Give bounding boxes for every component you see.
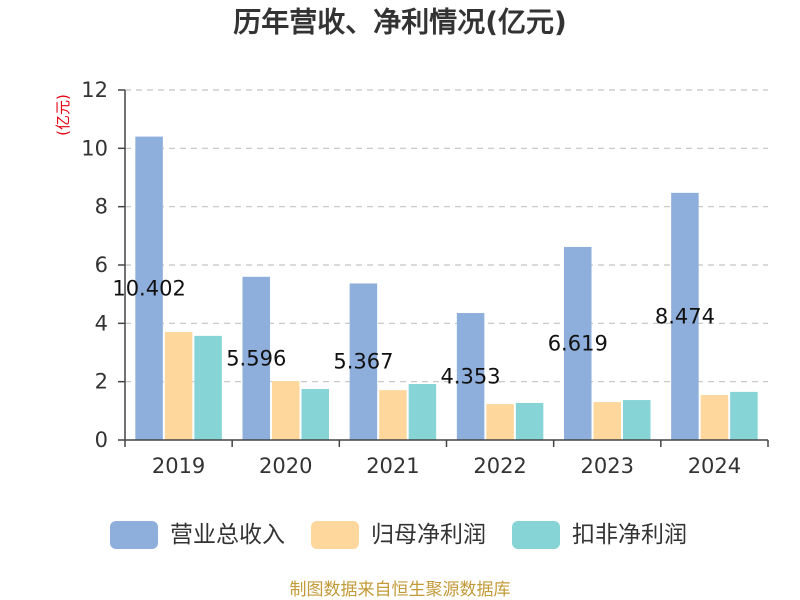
bar-parent-net-profit-2021 [379,390,407,440]
y-tick-label: 0 [95,428,108,452]
bar-parent-net-profit-2022 [486,404,514,440]
x-tick-label-2022: 2022 [473,454,526,478]
legend-swatch [512,521,560,549]
bar-parent-net-profit-2023 [594,402,622,440]
bar-parent-net-profit-2020 [272,381,300,440]
data-label-revenue-2023: 6.619 [548,331,608,355]
data-label-revenue-2022: 4.353 [441,365,501,389]
y-tick-label: 2 [95,370,108,394]
legend-item-revenue: 营业总收入 [110,521,285,549]
y-tick-label: 12 [81,78,108,102]
bar-parent-net-profit-2024 [701,395,729,440]
bar-deducted-net-profit-2021 [409,384,437,440]
bars [135,137,757,440]
x-tick-label-2019: 2019 [152,454,205,478]
chart-title: 历年营收、净利情况(亿元) [233,6,567,39]
legend-label: 营业总收入 [170,522,285,548]
source-note: 制图数据来自恒生聚源数据库 [290,580,511,600]
y-tick-label: 4 [95,311,108,335]
bar-deducted-net-profit-2024 [730,392,758,440]
legend-swatch [311,521,359,549]
y-tick-label: 10 [81,136,108,160]
x-tick-label-2020: 2020 [259,454,312,478]
bar-parent-net-profit-2019 [165,332,193,440]
data-label-revenue-2019: 10.402 [112,276,185,300]
bar-deducted-net-profit-2020 [302,389,330,440]
data-label-revenue-2021: 5.367 [333,350,393,374]
y-tick-label: 8 [95,195,108,219]
legend-item-parent-net-profit: 归母净利润 [311,521,486,549]
y-tick-label: 6 [95,253,108,277]
bar-deducted-net-profit-2019 [194,336,222,440]
legend-item-deducted-net-profit: 扣非净利润 [512,521,687,549]
legend-label: 扣非净利润 [572,522,687,548]
legend: 营业总收入 归母净利润 扣非净利润 [110,521,687,549]
bar-deducted-net-profit-2023 [623,400,651,440]
x-tick-label-2023: 2023 [581,454,634,478]
bar-deducted-net-profit-2022 [516,403,544,440]
legend-label: 归母净利润 [371,522,486,548]
data-label-revenue-2020: 5.596 [226,346,286,370]
x-tick-label-2024: 2024 [688,454,741,478]
x-tick-label-2021: 2021 [366,454,419,478]
y-axis-label: (亿元) [54,94,72,136]
data-label-revenue-2024: 8.474 [655,304,715,328]
legend-swatch [110,521,158,549]
